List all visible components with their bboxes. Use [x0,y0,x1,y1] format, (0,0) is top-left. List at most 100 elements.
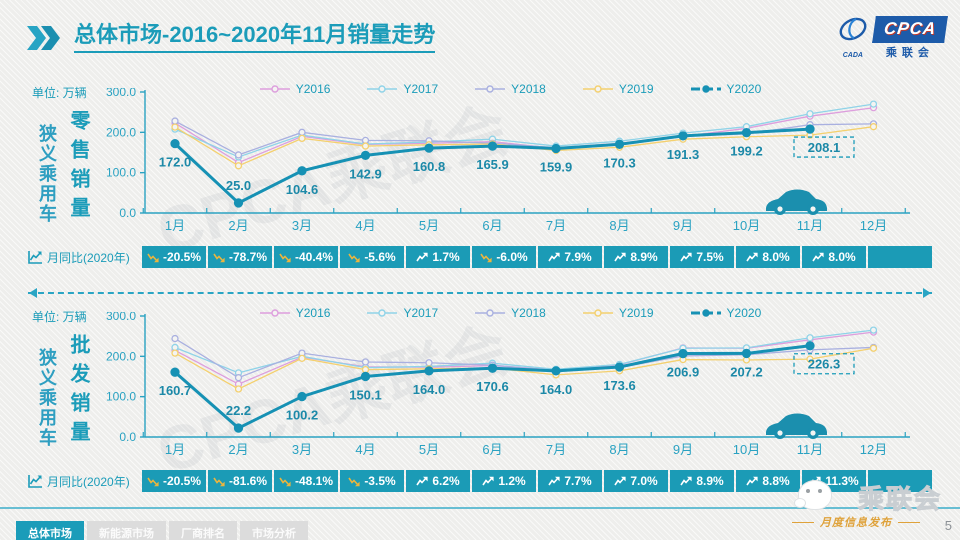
category-vertical-label: 狭义乘用车 [37,348,57,448]
wholesale-chart-section: 单位: 万辆 狭义乘用车 批发销量 Y2016 Y2017 Y2018 Y2019 Y2… [0,304,960,510]
cpca-swirl-icon [839,17,867,41]
cpca-sub-label: 乘联会 [885,47,934,59]
yoy-value: 7.9% [564,250,592,264]
brand-watermark: 乘联会 [857,484,942,515]
measure-vertical-label: 批发销量 [67,334,89,450]
series-Y2016 [171,104,878,167]
publication-text: 月度信息发布 [820,517,892,529]
svg-text:142.9: 142.9 [349,166,382,181]
cpca-logo: CADA CPCA 乘联会 [836,16,948,60]
yoy-row-label: 月同比(2020年) [28,473,142,490]
trend-up-icon [416,476,428,485]
svg-text:10月: 10月 [733,442,760,457]
wholesale-line-chart: 300.0 200.0 100.0 0.0 1月 2月 3月 4月 5月 6月 7月 8月 9月 10月 1… [106,312,910,457]
svg-text:9月: 9月 [673,218,693,233]
yoy-value: -40.4% [294,250,334,264]
svg-text:100.0: 100.0 [106,390,136,404]
svg-text:9月: 9月 [673,442,693,457]
trend-down-icon [147,477,159,486]
car-icon [766,413,827,439]
yoy-value: 6.2% [432,474,460,488]
svg-text:5月: 5月 [419,218,439,233]
tab-new-energy-market[interactable]: 新能源市场 [87,521,166,540]
svg-text:0.0: 0.0 [119,430,136,444]
svg-text:5月: 5月 [419,442,439,457]
svg-text:6月: 6月 [482,218,502,233]
svg-text:300.0: 300.0 [106,88,136,99]
trend-down-icon [480,253,492,262]
trend-up-icon [614,476,626,485]
yoy-cell: 8.9% [604,246,668,268]
svg-text:12月: 12月 [860,218,887,233]
yoy-cell: 7.9% [538,246,602,268]
legend-item-y2019: Y2019 [582,306,654,320]
dash-line [898,521,920,523]
yoy-cell: 1.7% [406,246,470,268]
retail-line-chart: 300.0 200.0 100.0 0.0 1月 2月 3月 4月 5月 6月 7月 8月 9月 10月 1… [106,88,910,233]
dash-line [792,521,814,523]
svg-text:0.0: 0.0 [119,206,136,220]
footer-tabs: 总体市场 新能源市场 厂商排名 市场分析 [16,521,308,540]
svg-text:100.2: 100.2 [286,408,319,423]
svg-text:300.0: 300.0 [106,312,136,323]
svg-text:22.2: 22.2 [226,403,251,418]
svg-text:164.0: 164.0 [413,382,446,397]
svg-text:4月: 4月 [355,218,375,233]
svg-text:8月: 8月 [609,218,629,233]
page-number: 5 [944,518,952,533]
svg-text:207.2: 207.2 [730,364,763,379]
legend-label: Y2019 [618,306,654,320]
legend-marker-icon [582,85,613,93]
svg-text:150.1: 150.1 [349,387,382,402]
svg-text:200.0: 200.0 [106,125,136,139]
svg-text:164.0: 164.0 [540,382,573,397]
line-chart-icon [28,475,42,488]
legend-label: Y2018 [511,306,546,320]
tab-overall-market[interactable]: 总体市场 [16,521,84,540]
cada-label: CADA [842,52,863,59]
svg-text:104.6: 104.6 [286,182,319,197]
yoy-value: -6.0% [496,250,528,264]
legend-item-y2016: Y2016 [259,306,330,320]
svg-text:8月: 8月 [609,442,629,457]
measure-vertical-label: 零售销量 [67,110,89,226]
legend-item-y2018: Y2018 [474,82,546,96]
yoy-value: 1.2% [498,474,526,488]
trend-down-icon [213,477,225,486]
series-Y2016 [171,328,878,388]
yoy-value: -48.1% [294,474,334,488]
page-title-main: 总体市场 [74,22,163,47]
unit-label: 单位: 万辆 [32,310,87,324]
legend-label: Y2017 [403,82,439,96]
trend-down-icon [348,253,360,262]
yoy-value: -20.5% [162,250,202,264]
svg-text:1月: 1月 [165,218,185,233]
svg-text:226.3: 226.3 [808,357,841,372]
yoy-cell [868,470,932,492]
trend-up-icon [548,476,560,485]
legend-label: Y2020 [726,306,762,320]
svg-text:160.8: 160.8 [413,159,446,174]
trend-up-icon [482,476,494,485]
legend-item-y2019: Y2019 [582,82,654,96]
svg-text:172.0: 172.0 [159,155,192,170]
svg-text:200.0: 200.0 [106,349,136,363]
legend-marker-icon [690,85,721,93]
legend-marker-icon [259,309,290,317]
yoy-cell: -40.4% [274,246,338,268]
trend-down-icon [213,253,225,262]
yoy-value: -5.6% [364,250,396,264]
yoy-cell [868,246,932,268]
tab-market-analysis[interactable]: 市场分析 [240,521,308,540]
yoy-value: 7.0% [630,474,658,488]
svg-text:6月: 6月 [482,442,502,457]
legend-marker-icon [475,85,506,93]
yoy-cell: -81.6% [208,470,272,492]
trend-up-icon [614,252,626,261]
double-chevron-icon [27,25,60,50]
trend-up-icon [548,252,560,261]
tab-manufacturer-ranking[interactable]: 厂商排名 [169,521,237,540]
yoy-value: 8.0% [828,250,856,264]
yoy-value: -78.7% [228,250,268,264]
